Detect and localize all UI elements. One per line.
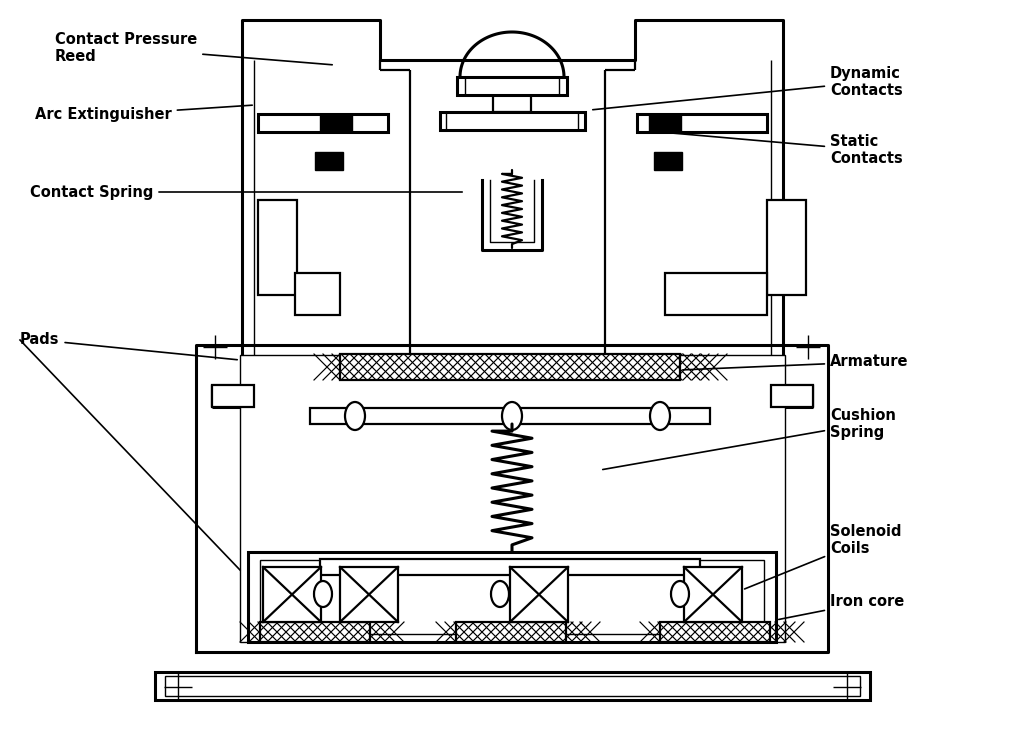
Bar	[319, 559, 700, 575]
Bar	[510, 567, 568, 622]
Bar	[248, 552, 776, 642]
Bar	[319, 114, 352, 132]
Bar	[649, 114, 681, 132]
Polygon shape	[196, 345, 828, 652]
Text: Iron core: Iron core	[778, 594, 904, 620]
Text: Static
Contacts: Static Contacts	[663, 132, 903, 166]
Text: Contact Pressure
Reed: Contact Pressure Reed	[55, 32, 332, 65]
Bar	[212, 385, 254, 407]
Bar	[456, 622, 566, 642]
Bar	[258, 114, 388, 132]
Bar	[665, 273, 767, 315]
Text: Dynamic
Contacts: Dynamic Contacts	[593, 66, 903, 110]
Bar	[260, 560, 764, 634]
Text: Contact Spring: Contact Spring	[30, 185, 462, 199]
Text: Solenoid
Coils: Solenoid Coils	[744, 524, 901, 589]
Bar	[440, 112, 585, 130]
Bar	[340, 354, 680, 380]
Bar	[340, 567, 398, 622]
Bar	[165, 676, 860, 696]
Bar	[315, 152, 343, 170]
Ellipse shape	[502, 402, 522, 430]
Bar	[493, 95, 531, 112]
Bar	[457, 77, 567, 95]
Bar	[654, 152, 682, 170]
Bar	[660, 622, 770, 642]
Bar	[295, 273, 340, 315]
Bar	[258, 200, 297, 295]
Ellipse shape	[314, 581, 332, 607]
Bar	[684, 567, 742, 622]
Bar	[310, 408, 710, 424]
Text: Pads: Pads	[20, 332, 238, 360]
Bar	[263, 567, 321, 622]
Bar	[637, 114, 767, 132]
Bar	[767, 200, 806, 295]
Text: Cushion
Spring: Cushion Spring	[603, 408, 896, 469]
Bar	[240, 355, 785, 642]
Ellipse shape	[650, 402, 670, 430]
Text: Arc Extinguisher: Arc Extinguisher	[35, 105, 252, 123]
Ellipse shape	[345, 402, 365, 430]
Ellipse shape	[490, 581, 509, 607]
Ellipse shape	[671, 581, 689, 607]
Bar	[260, 622, 370, 642]
Text: Armature: Armature	[683, 355, 908, 370]
Bar	[771, 385, 813, 407]
Bar	[155, 672, 870, 700]
